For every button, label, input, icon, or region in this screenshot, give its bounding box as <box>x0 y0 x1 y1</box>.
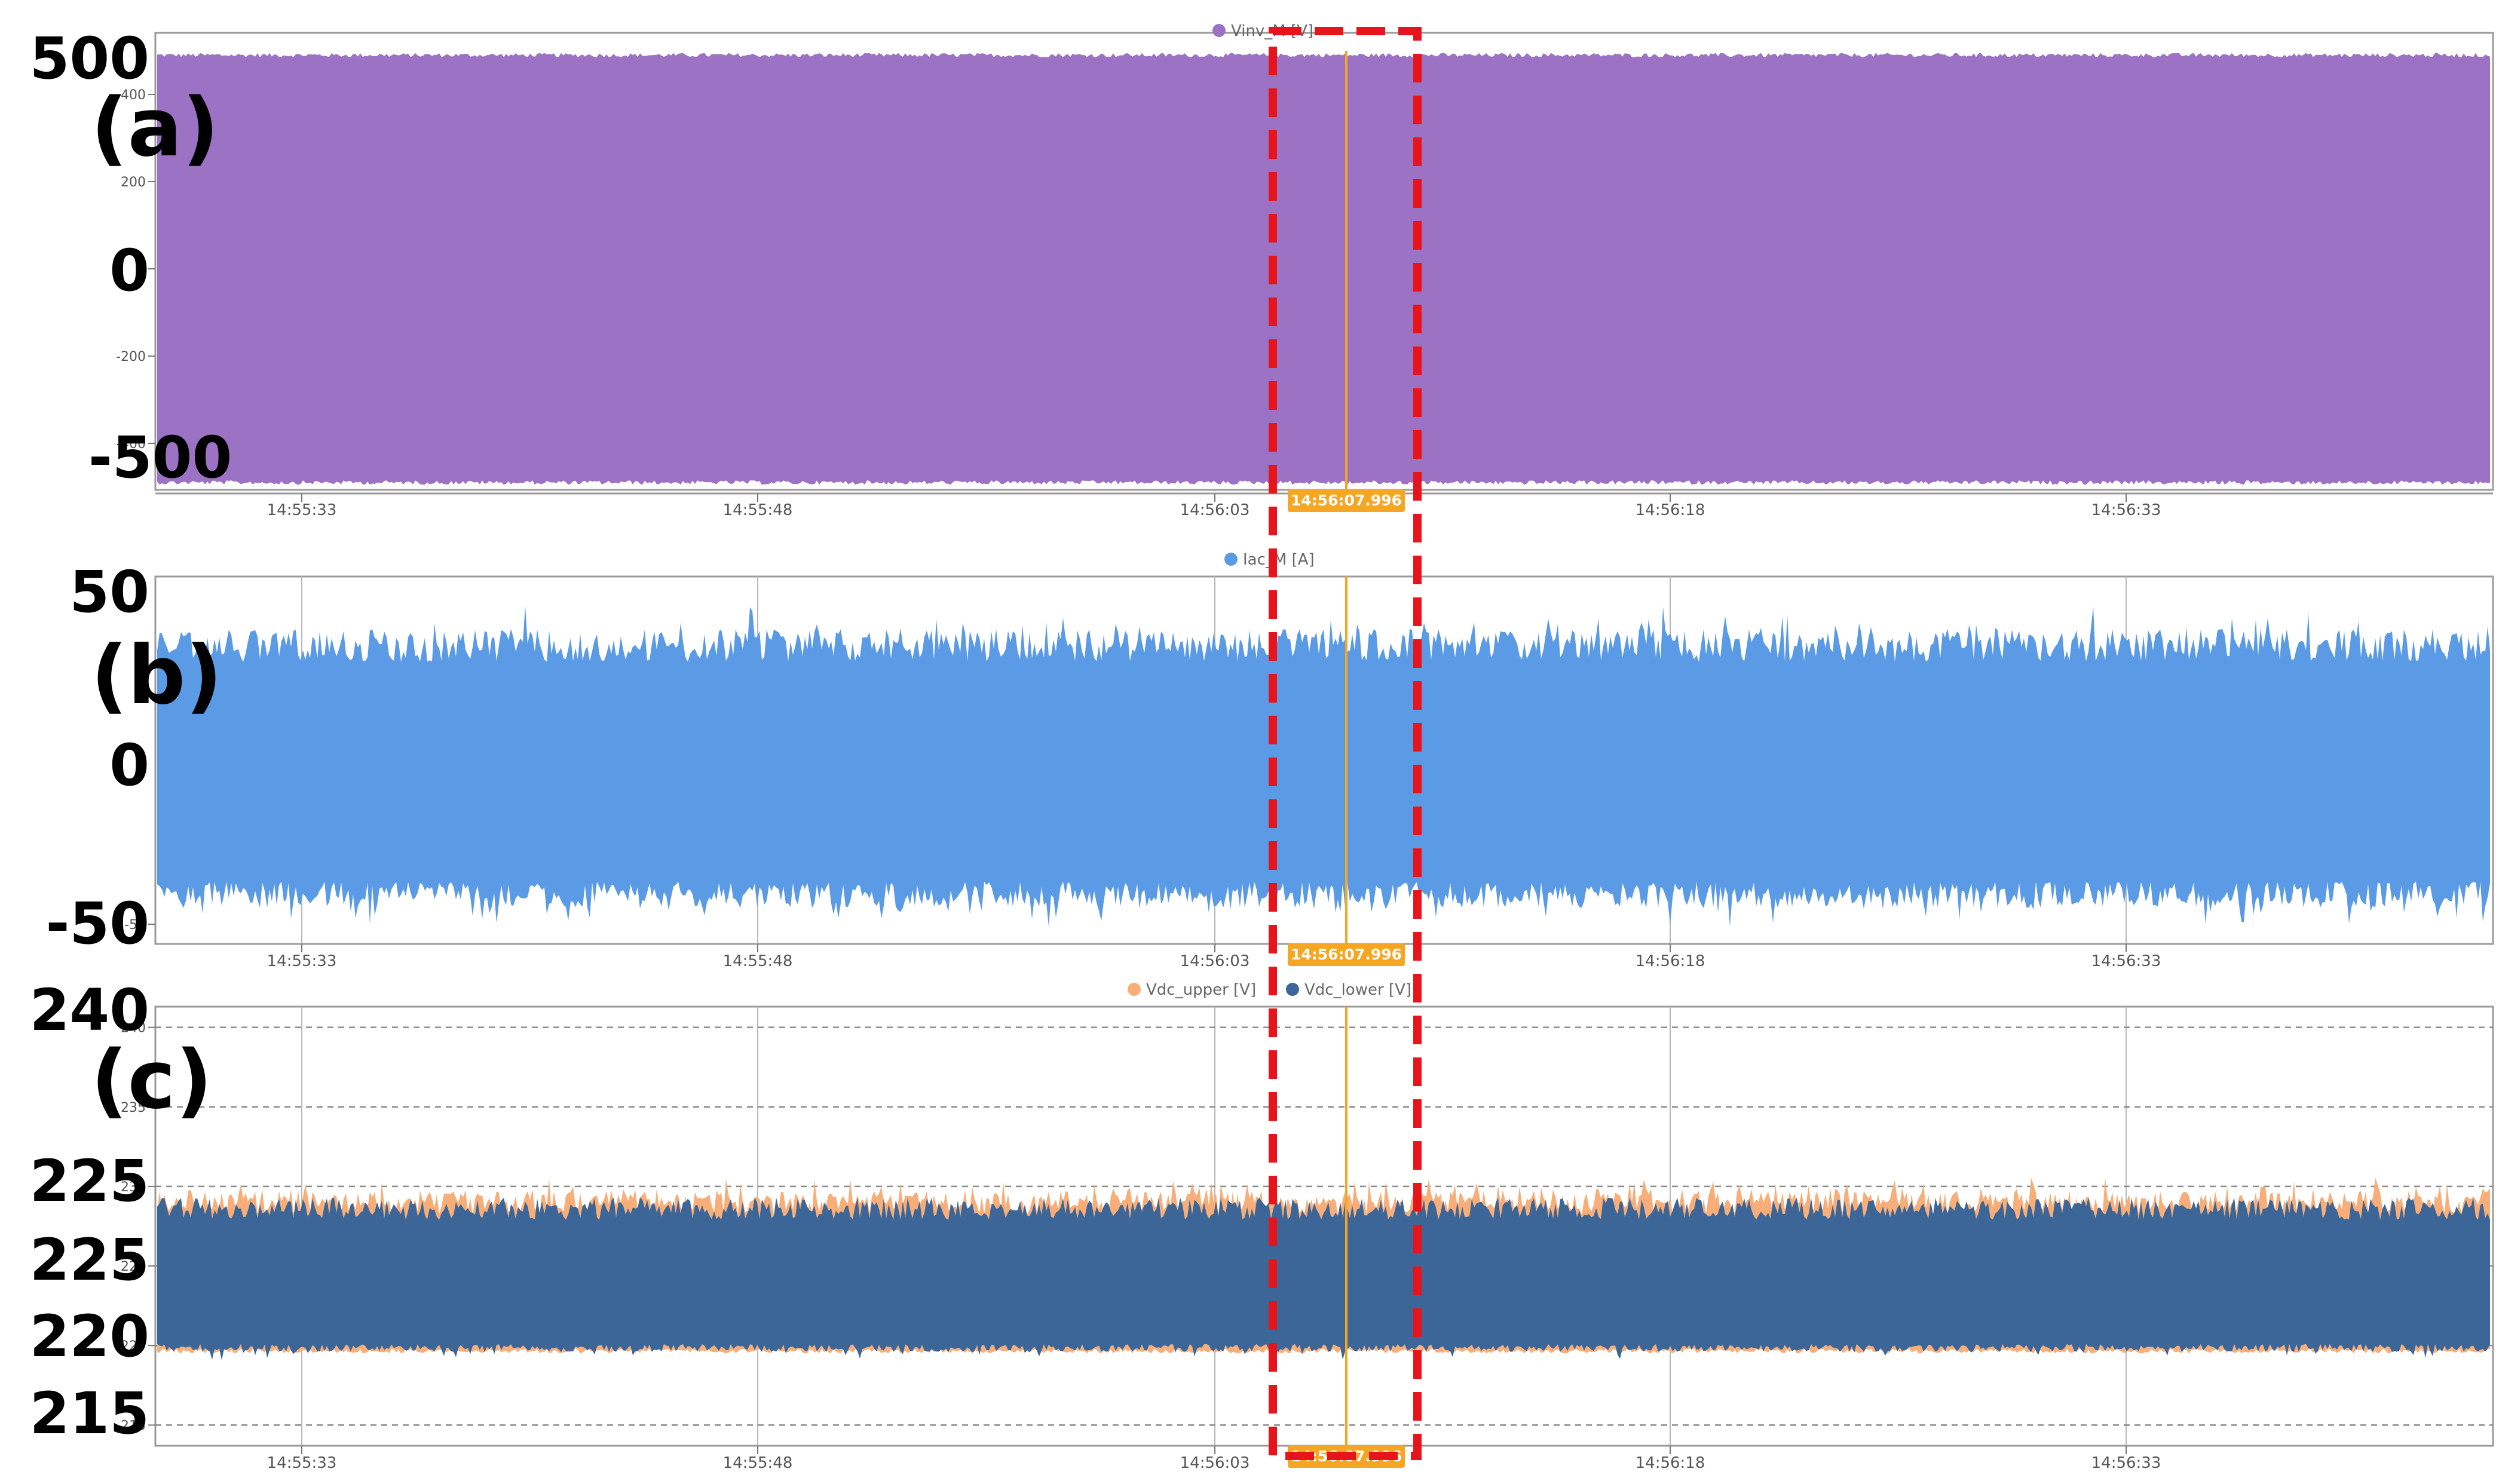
x-tick-label: 14:56:03 <box>1180 952 1250 970</box>
highlight-box <box>1269 27 1422 1460</box>
panel-label: (c) <box>91 1033 212 1127</box>
cursor-time-label: 14:56:07.996 <box>1291 492 1402 509</box>
series-area-1 <box>157 605 2490 927</box>
y-axis-big-label: -500 <box>88 424 232 491</box>
x-tick-label: 14:55:48 <box>723 501 793 519</box>
y-axis-big-label: 0 <box>109 237 149 304</box>
y-axis-big-label: 240 <box>30 977 149 1044</box>
y-tick-label: 230 <box>121 1180 146 1195</box>
y-axis-big-label: 215 <box>30 1380 149 1447</box>
x-tick-label: 14:56:03 <box>1180 501 1250 519</box>
cursor-time-label: 14:56:07.996 <box>1291 946 1402 963</box>
y-tick-label: 235 <box>121 1100 146 1115</box>
cursor-time-badge <box>1288 943 1405 966</box>
y-tick-label: 225 <box>121 1259 146 1274</box>
panel-2: -50 14:55:33 14:55:48 14:56:03 14:56:18 14:56… <box>46 551 2494 970</box>
panel-label: (b) <box>91 628 222 722</box>
y-axis-big-label: 225 <box>30 1148 149 1215</box>
legend-label: Vdc_upper [V] <box>1146 981 1256 999</box>
legend-marker <box>1224 553 1238 566</box>
panel-1: 400 200 0 -200 -400 14:55:33 14:55:48 14:56:03 1… <box>30 22 2494 519</box>
legend-label: Iac_M [A] <box>1243 551 1315 569</box>
x-tick-label: 14:55:33 <box>267 952 337 970</box>
legend-marker <box>1286 983 1299 996</box>
legend-marker <box>1212 24 1226 37</box>
legend-label: Vdc_lower [V] <box>1304 981 1411 999</box>
panel-label: (a) <box>91 81 219 174</box>
y-axis-big-label: 225 <box>30 1227 149 1293</box>
x-tick-label: 14:56:18 <box>1636 1454 1705 1472</box>
x-tick-label: 14:55:48 <box>723 1454 793 1472</box>
x-tick-label: 14:56:18 <box>1636 952 1705 970</box>
x-tick-label: 14:56:18 <box>1636 501 1705 519</box>
series-area-1 <box>157 53 2490 485</box>
y-tick-label: 0 <box>137 262 146 277</box>
series-area-2 <box>157 1197 2490 1360</box>
y-axis-big-label: 220 <box>30 1303 149 1370</box>
y-tick-label: 400 <box>121 88 146 103</box>
x-tick-label: 14:56:33 <box>2091 952 2161 970</box>
y-axis-big-label: 50 <box>69 559 149 626</box>
x-tick-label: 14:55:33 <box>267 501 337 519</box>
legend-marker <box>1128 983 1141 996</box>
y-tick-label: 240 <box>121 1021 146 1036</box>
y-tick-label: 220 <box>121 1339 146 1354</box>
y-axis-big-label: 500 <box>30 25 149 92</box>
x-tick-label: 14:56:33 <box>2091 1454 2161 1472</box>
x-tick-label: 14:56:03 <box>1180 1454 1250 1472</box>
y-axis-big-label: 0 <box>109 732 149 799</box>
x-tick-label: 14:55:48 <box>723 952 793 970</box>
cursor-time-badge <box>1288 489 1405 512</box>
y-axis-big-label: -50 <box>46 890 149 957</box>
x-tick-label: 14:56:33 <box>2091 501 2161 519</box>
x-tick-label: 14:55:33 <box>267 1454 337 1472</box>
y-tick-label: 215 <box>121 1418 146 1433</box>
y-tick-label: 200 <box>121 175 146 190</box>
y-tick-label: -400 <box>116 437 146 452</box>
y-tick-label: -200 <box>116 349 146 364</box>
y-tick-label: -50 <box>124 918 146 933</box>
